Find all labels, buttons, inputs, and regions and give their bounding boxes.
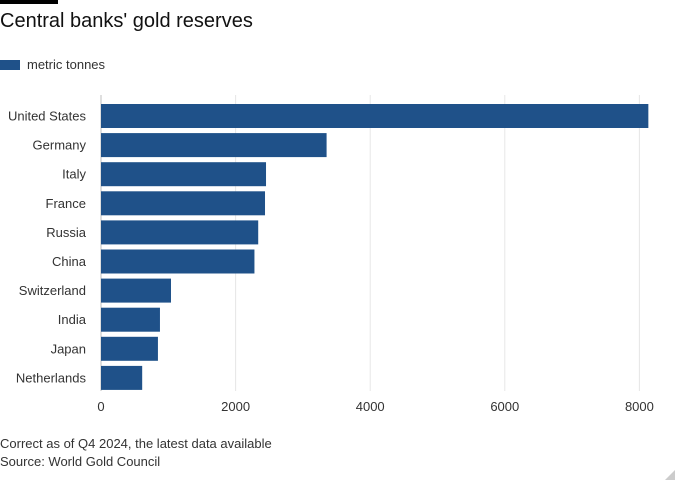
category-label: United States <box>8 109 87 124</box>
bar <box>101 365 143 390</box>
resize-handle-icon <box>665 470 675 480</box>
category-label: China <box>52 254 87 269</box>
category-label: Germany <box>33 138 87 153</box>
category-label: Switzerland <box>19 283 86 298</box>
legend-swatch <box>0 59 20 70</box>
bar <box>101 191 266 216</box>
x-tick-label: 0 <box>97 399 104 414</box>
x-tick-label: 2000 <box>221 399 250 414</box>
bar <box>101 278 171 303</box>
category-label: Italy <box>62 167 86 182</box>
footnote-source: Source: World Gold Council <box>0 454 161 469</box>
category-label: India <box>58 312 87 327</box>
legend-label: metric tonnes <box>27 57 106 72</box>
bar <box>101 249 255 274</box>
bar <box>101 336 158 361</box>
category-label: Netherlands <box>16 370 87 385</box>
bar <box>101 307 160 332</box>
chart-title: Central banks' gold reserves <box>0 10 253 32</box>
x-tick-label: 8000 <box>625 399 654 414</box>
footnote-note: Correct as of Q4 2024, the latest data a… <box>0 436 272 451</box>
legend: metric tonnes <box>0 57 105 72</box>
category-label: Japan <box>51 341 86 356</box>
bar <box>101 162 267 187</box>
bar <box>101 133 327 158</box>
category-label: France <box>46 196 86 211</box>
bar <box>101 220 259 245</box>
category-label: Russia <box>46 225 87 240</box>
bar-chart: 0 2000 4000 6000 8000 United States Germany Ita… <box>8 95 654 414</box>
x-tick-label: 6000 <box>490 399 519 414</box>
x-tick-label: 4000 <box>356 399 385 414</box>
header-rule <box>0 0 58 4</box>
bar <box>101 104 649 128</box>
